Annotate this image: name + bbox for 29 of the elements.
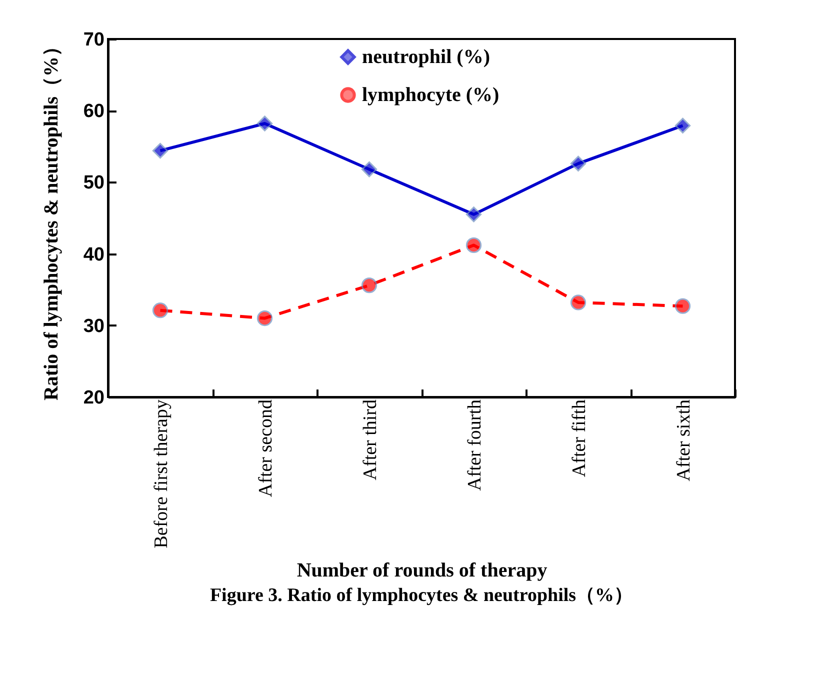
point bbox=[256, 116, 273, 132]
point bbox=[674, 118, 691, 134]
point bbox=[361, 161, 378, 178]
y-axis-title: Ratio of lymphocytes & neutrophils（%） bbox=[40, 36, 62, 401]
y-tick-label: 20 bbox=[83, 388, 104, 408]
x-tick-label: After sixth bbox=[673, 399, 694, 482]
y-tick-label: 60 bbox=[83, 101, 104, 122]
point bbox=[674, 298, 691, 314]
x-tick-label: After third bbox=[360, 399, 381, 480]
x-tick-label: Before first therapy bbox=[150, 399, 172, 548]
x-tick-label: After fourth bbox=[464, 399, 486, 491]
x-tick-label: After second bbox=[255, 399, 276, 498]
y-tick-label: 70 bbox=[83, 30, 104, 50]
point bbox=[570, 156, 586, 172]
y-tick-label: 40 bbox=[83, 244, 104, 266]
caption: Figure 3. Ratio of lymphocytes & neutrophils（%） bbox=[210, 584, 634, 606]
x-axis-title: Number of rounds of therapy bbox=[296, 559, 548, 582]
x-tick-label: After fifth bbox=[568, 399, 590, 478]
y-tick-label: 30 bbox=[83, 316, 104, 337]
point bbox=[152, 142, 168, 159]
legend-label: lymphocyte (%) bbox=[362, 84, 500, 106]
point bbox=[152, 302, 168, 318]
point bbox=[361, 277, 378, 294]
point bbox=[466, 206, 482, 222]
point bbox=[570, 294, 586, 310]
point bbox=[256, 310, 273, 326]
legend-label: neutrophil (%) bbox=[362, 46, 490, 68]
y-tick-label: 50 bbox=[83, 172, 104, 194]
point bbox=[466, 237, 482, 254]
